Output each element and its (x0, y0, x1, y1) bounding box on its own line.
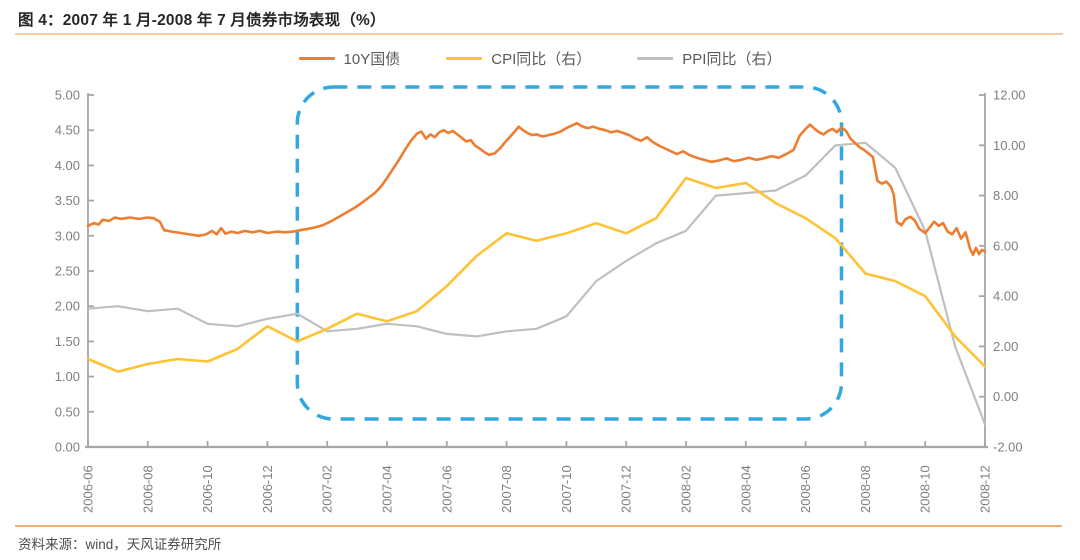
svg-text:2008-08: 2008-08 (858, 465, 873, 513)
svg-text:2008-10: 2008-10 (918, 465, 933, 513)
svg-text:2008-06: 2008-06 (798, 465, 813, 513)
chart-legend: 10Y国债 CPI同比（右） PPI同比（右） (0, 48, 1080, 69)
svg-text:2007-12: 2007-12 (619, 465, 634, 513)
line-swatch-ppi (637, 56, 674, 61)
svg-text:2007-02: 2007-02 (320, 465, 335, 513)
y-axis-left: 0.00 0.50 1.00 1.50 2.00 2.50 3.00 3.50 4.00 4.50… (55, 88, 94, 455)
svg-text:2.00: 2.00 (993, 339, 1018, 354)
svg-text:3.00: 3.00 (55, 228, 80, 243)
legend-label-10y: 10Y国债 (343, 51, 401, 68)
svg-text:10.00: 10.00 (993, 138, 1026, 153)
svg-text:1.00: 1.00 (55, 369, 80, 384)
legend-item-cpi: CPI同比（右） (446, 48, 591, 69)
svg-text:3.50: 3.50 (55, 193, 80, 208)
svg-text:2.00: 2.00 (55, 299, 80, 314)
chart-bottom-divider (15, 525, 1062, 527)
svg-text:2008-12: 2008-12 (978, 465, 993, 513)
svg-text:8.00: 8.00 (993, 188, 1018, 203)
svg-text:2006-08: 2006-08 (140, 465, 155, 513)
svg-text:2006-06: 2006-06 (81, 465, 96, 513)
svg-text:12.00: 12.00 (993, 88, 1026, 103)
svg-text:4.00: 4.00 (993, 289, 1018, 304)
svg-text:2007-04: 2007-04 (380, 465, 395, 513)
svg-text:2007-10: 2007-10 (559, 465, 574, 513)
svg-text:2007-06: 2007-06 (439, 465, 454, 513)
x-axis: 2006-06 2006-08 2006-10 2006-12 2007-02 2007-… (81, 441, 993, 513)
series-ppi-line (86, 141, 987, 426)
source-note: 资料来源：wind，天风证券研究所 (18, 537, 222, 552)
svg-text:0.00: 0.00 (55, 440, 80, 455)
svg-text:0.00: 0.00 (993, 389, 1018, 404)
line-swatch-cpi (446, 56, 483, 61)
legend-label-ppi: PPI同比（右） (682, 51, 782, 68)
series-cpi-line (86, 176, 987, 373)
svg-text:2007-08: 2007-08 (499, 465, 514, 513)
legend-item-10y: 10Y国债 (298, 48, 401, 69)
title-divider (15, 33, 1063, 35)
svg-text:2006-10: 2006-10 (200, 465, 215, 513)
highlight-box (295, 85, 844, 421)
svg-text:4.50: 4.50 (55, 123, 80, 138)
series-10y-line (86, 121, 987, 257)
page-title: 图 4：2007 年 1 月-2008 年 7 月债券市场表现（%） (18, 12, 386, 29)
svg-text:2008-02: 2008-02 (679, 465, 694, 513)
svg-text:4.00: 4.00 (55, 158, 80, 173)
svg-text:0.50: 0.50 (55, 404, 80, 419)
svg-text:2008-04: 2008-04 (738, 465, 753, 513)
legend-label-cpi: CPI同比（右） (491, 51, 592, 68)
svg-text:6.00: 6.00 (993, 238, 1018, 253)
line-swatch-10y (298, 56, 335, 61)
svg-text:2.50: 2.50 (55, 264, 80, 279)
legend-item-ppi: PPI同比（右） (637, 48, 781, 69)
svg-text:2006-12: 2006-12 (260, 465, 275, 513)
y-axis-right: -2.00 0.00 2.00 4.00 6.00 8.00 10.00 12.00 (979, 88, 1026, 455)
svg-text:1.50: 1.50 (55, 334, 80, 349)
svg-text:5.00: 5.00 (55, 88, 80, 103)
svg-text:-2.00: -2.00 (993, 440, 1023, 455)
